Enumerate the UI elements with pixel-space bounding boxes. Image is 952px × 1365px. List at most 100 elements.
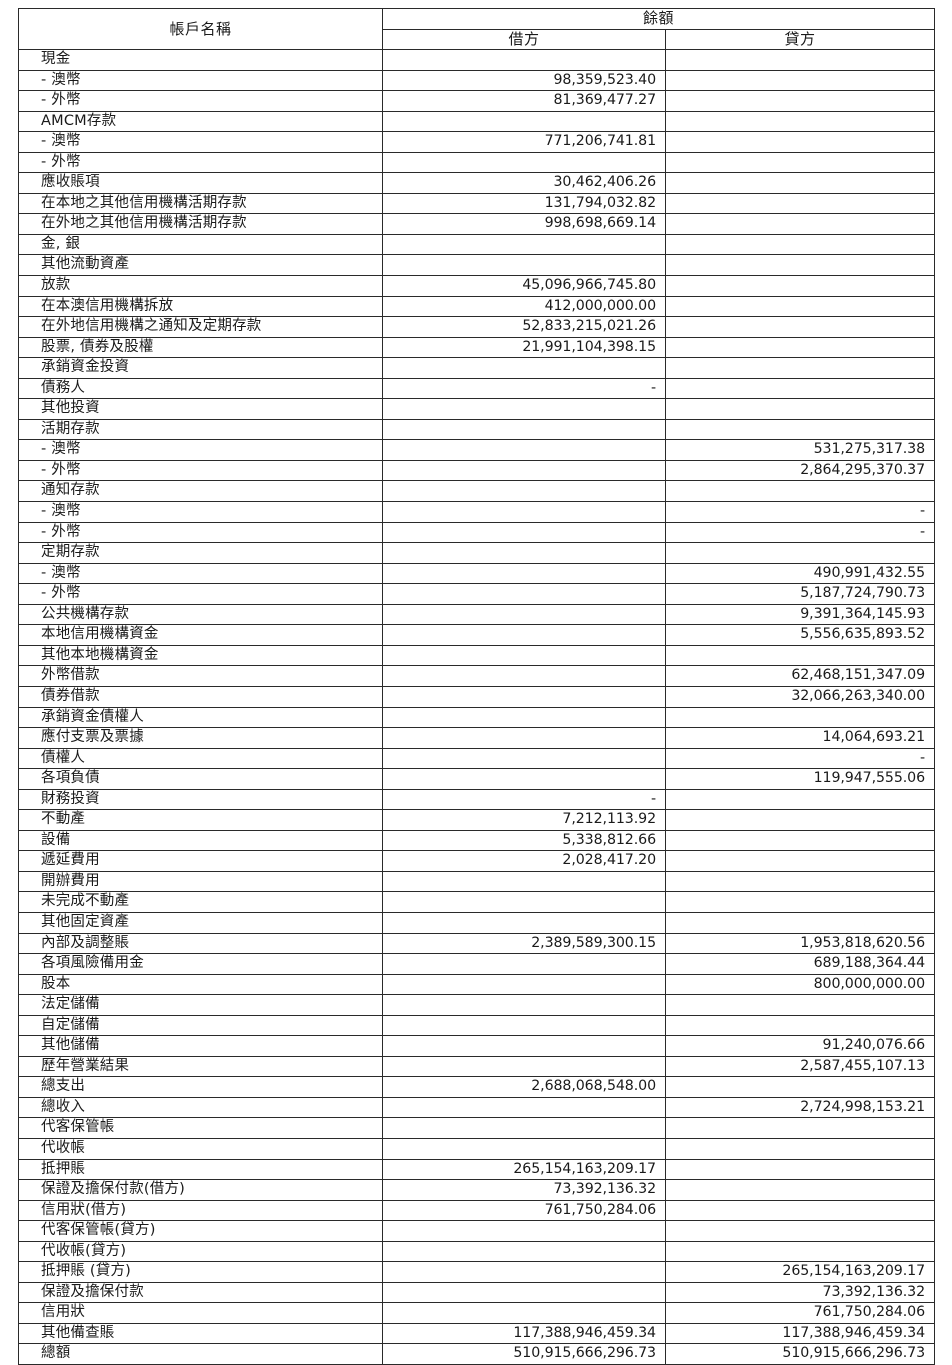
- account-name-cell: 債務人: [18, 377, 383, 400]
- account-name-cell: 承銷資金債權人: [18, 706, 383, 729]
- account-name-cell: 總收入: [18, 1096, 383, 1119]
- credit-amount-cell: [664, 275, 936, 297]
- table-row: 各項負債 119,947,555.06: [18, 768, 936, 790]
- debit-amount-cell: [382, 603, 666, 626]
- account-name-cell: 其他投資: [18, 398, 383, 420]
- debit-amount-cell: 30,462,406.26: [382, 172, 666, 194]
- account-name-cell: 承銷資金投資: [18, 357, 383, 379]
- account-name-cell: - 外幣: [18, 151, 383, 174]
- table-row: 放款 45,096,966,745.80: [18, 275, 936, 297]
- debit-amount-cell: [382, 1281, 666, 1304]
- account-name-cell: 歷年營業結果: [18, 1055, 383, 1078]
- debit-amount-cell: [382, 459, 666, 482]
- table-row: - 外幣 81,369,477.27: [18, 90, 936, 112]
- account-name-cell: 財務投資: [18, 788, 383, 811]
- table-row: 代收帳: [18, 1137, 936, 1160]
- debit-amount-cell: [382, 1117, 666, 1139]
- debit-amount-cell: [382, 562, 666, 585]
- table-row: 在外地之其他信用機構活期存款 998,698,669.14: [18, 213, 936, 235]
- table-header: 帳戶名稱 餘額 借方 貸方: [18, 8, 936, 50]
- credit-amount-cell: [664, 706, 936, 729]
- credit-amount-cell: [664, 1158, 936, 1181]
- table-row: - 外幣 -: [18, 521, 936, 544]
- credit-amount-cell: [664, 542, 936, 564]
- account-name-cell: 各項風險備用金: [18, 953, 383, 975]
- credit-amount-cell: [664, 644, 936, 667]
- credit-amount-cell: [664, 69, 936, 92]
- table-row: 不動產 7,212,113.92: [18, 809, 936, 831]
- account-name-cell: 信用狀(借方): [18, 1199, 383, 1222]
- credit-amount-cell: 117,388,946,459.34: [664, 1322, 936, 1345]
- account-name-cell: - 澳幣: [18, 439, 383, 461]
- credit-amount-cell: 32,066,263,340.00: [664, 685, 936, 708]
- credit-amount-cell: [664, 213, 936, 235]
- debit-amount-cell: [382, 1261, 666, 1283]
- total-row: 總額 510,915,666,296.73 510,915,666,296.73: [18, 1343, 936, 1365]
- table-row: - 澳幣 771,206,741.81: [18, 131, 936, 153]
- debit-amount-cell: 52,833,215,021.26: [382, 316, 666, 338]
- credit-amount-cell: 5,187,724,790.73: [664, 583, 936, 605]
- account-name-cell: - 外幣: [18, 90, 383, 112]
- account-name-cell: 應收賬項: [18, 172, 383, 194]
- credit-amount-cell: 490,991,432.55: [664, 562, 936, 585]
- credit-amount-cell: [664, 336, 936, 359]
- credit-amount-cell: [664, 49, 936, 71]
- credit-amount-cell: [664, 1199, 936, 1222]
- table-row: - 外幣 5,187,724,790.73: [18, 583, 936, 605]
- credit-amount-cell: [664, 398, 936, 420]
- credit-amount-cell: [664, 891, 936, 913]
- debit-amount-cell: [382, 1055, 666, 1078]
- debit-amount-cell: 45,096,966,745.80: [382, 275, 666, 297]
- debit-amount-cell: [382, 953, 666, 975]
- debit-amount-cell: [382, 624, 666, 646]
- table-row: 自定儲備: [18, 1014, 936, 1037]
- credit-amount-cell: 9,391,364,145.93: [664, 603, 936, 626]
- account-name-cell: 其他流動資產: [18, 254, 383, 277]
- debit-amount-cell: [382, 1035, 666, 1057]
- debit-amount-cell: [382, 49, 666, 71]
- credit-amount-cell: 531,275,317.38: [664, 439, 936, 461]
- table-row: - 澳幣 98,359,523.40: [18, 69, 936, 92]
- table-row: 財務投資 -: [18, 788, 936, 811]
- credit-amount-cell: 265,154,163,209.17: [664, 1261, 936, 1283]
- table-row: 金, 銀: [18, 233, 936, 256]
- credit-amount-cell: [664, 172, 936, 194]
- debit-amount-cell: [382, 233, 666, 256]
- account-name-cell: - 澳幣: [18, 501, 383, 523]
- credit-amount-cell: [664, 1014, 936, 1037]
- account-name-cell: 開辦費用: [18, 870, 383, 893]
- debit-amount-cell: [382, 1302, 666, 1324]
- account-name-cell: 在外地之其他信用機構活期存款: [18, 213, 383, 235]
- debit-amount-cell: [382, 665, 666, 687]
- credit-amount-cell: [664, 788, 936, 811]
- account-name-cell: 其他固定資產: [18, 911, 383, 934]
- table-row: - 外幣 2,864,295,370.37: [18, 459, 936, 482]
- debit-amount-cell: [382, 501, 666, 523]
- column-header-account-name: 帳戶名稱: [18, 8, 383, 50]
- account-name-cell: 各項負債: [18, 768, 383, 790]
- table-row: 債務人 -: [18, 377, 936, 400]
- account-name-cell: 應付支票及票據: [18, 727, 383, 749]
- credit-amount-cell: 2,864,295,370.37: [664, 459, 936, 482]
- account-name-cell: 在本地之其他信用機構活期存款: [18, 192, 383, 215]
- table-row: - 澳幣 490,991,432.55: [18, 562, 936, 585]
- account-name-cell: - 外幣: [18, 459, 383, 482]
- table-row: 外幣借款 62,468,151,347.09: [18, 665, 936, 687]
- credit-amount-cell: [664, 90, 936, 112]
- table-row: 總支出 2,688,068,548.00: [18, 1076, 936, 1098]
- table-row: 代客保管帳: [18, 1117, 936, 1139]
- account-name-cell: 債券借款: [18, 685, 383, 708]
- account-name-cell: 保證及擔保付款: [18, 1281, 383, 1304]
- table-row: 在本地之其他信用機構活期存款 131,794,032.82: [18, 192, 936, 215]
- table-row: 其他本地機構資金: [18, 644, 936, 667]
- account-name-cell: - 外幣: [18, 583, 383, 605]
- account-name-cell: 股票, 債券及股權: [18, 336, 383, 359]
- column-header-debit: 借方: [382, 28, 666, 50]
- account-name-cell: 本地信用機構資金: [18, 624, 383, 646]
- debit-amount-cell: [382, 685, 666, 708]
- debit-amount-cell: [382, 254, 666, 277]
- credit-amount-cell: 2,587,455,107.13: [664, 1055, 936, 1078]
- table-row: 在外地信用機構之通知及定期存款 52,833,215,021.26: [18, 316, 936, 338]
- credit-amount-cell: [664, 1117, 936, 1139]
- credit-amount-cell: 800,000,000.00: [664, 973, 936, 996]
